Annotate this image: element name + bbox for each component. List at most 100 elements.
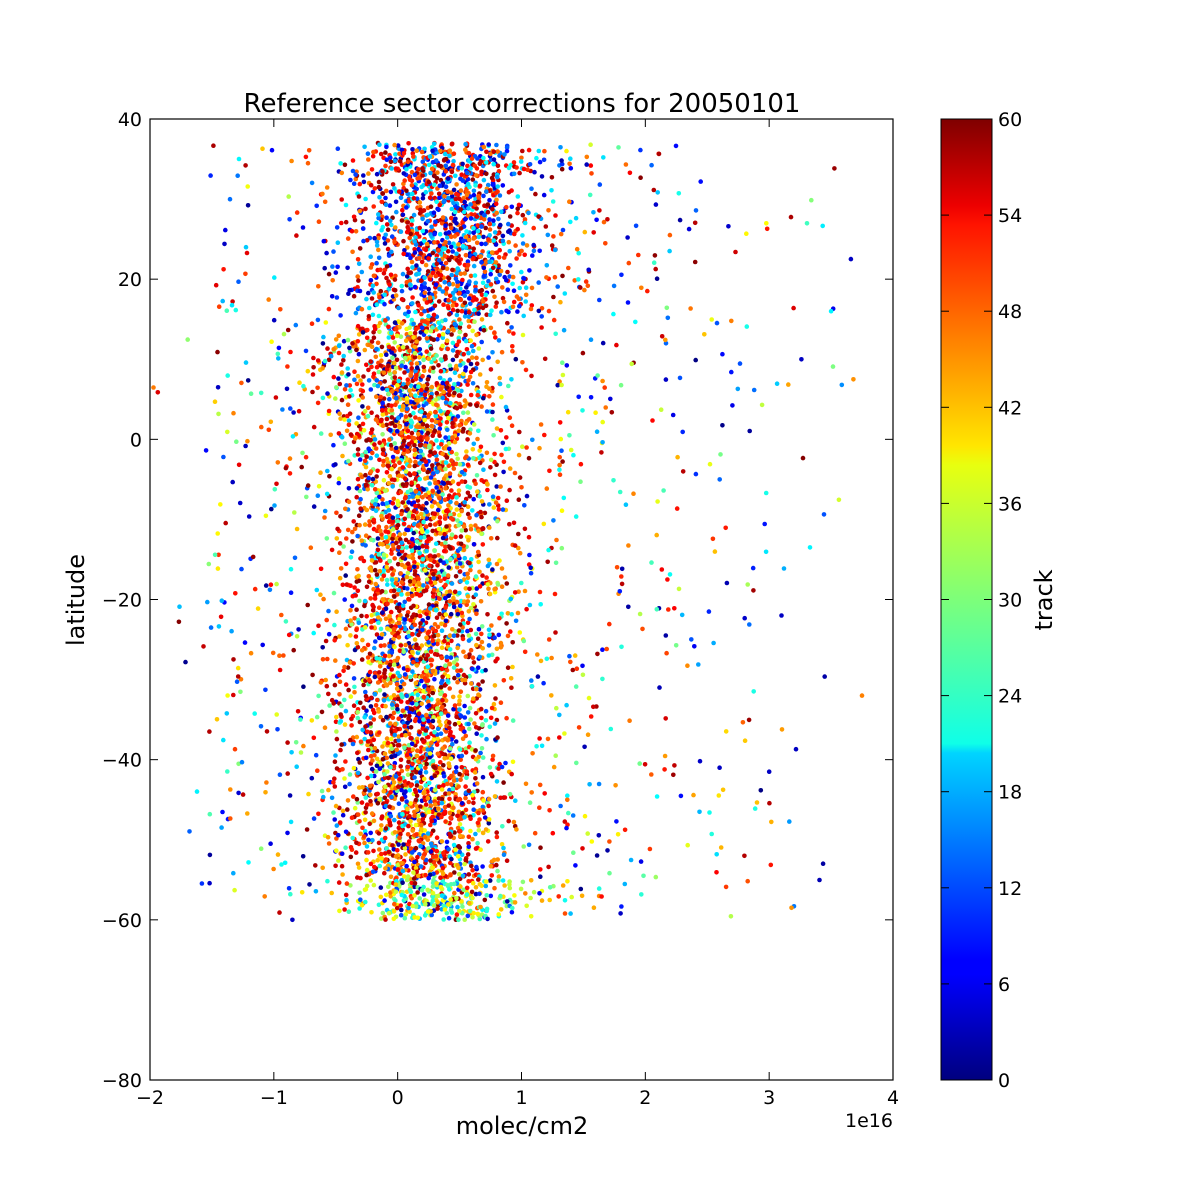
data-point xyxy=(537,248,542,254)
data-point xyxy=(509,909,515,915)
data-point xyxy=(332,784,338,789)
data-point xyxy=(458,777,463,782)
data-point xyxy=(354,579,360,584)
data-point xyxy=(386,884,391,890)
data-point xyxy=(470,508,475,513)
data-point xyxy=(497,375,503,381)
data-point xyxy=(452,675,457,681)
data-point xyxy=(583,279,589,284)
data-point xyxy=(371,848,376,854)
data-point xyxy=(362,840,367,846)
data-point xyxy=(446,195,451,201)
data-point xyxy=(344,881,350,886)
data-point xyxy=(477,916,483,922)
data-point xyxy=(392,142,397,148)
data-point xyxy=(283,619,289,624)
data-point xyxy=(331,249,336,254)
data-point xyxy=(433,541,439,546)
data-point xyxy=(496,874,502,879)
data-point xyxy=(389,667,395,672)
data-point xyxy=(443,710,448,715)
data-point xyxy=(339,742,345,747)
data-point xyxy=(486,355,491,360)
data-point xyxy=(449,206,455,212)
data-point xyxy=(457,698,462,704)
data-point xyxy=(439,839,445,844)
data-point xyxy=(394,357,400,363)
data-point xyxy=(435,337,440,342)
data-point xyxy=(428,822,433,828)
data-point xyxy=(409,222,414,227)
data-point xyxy=(379,535,385,541)
data-point xyxy=(470,381,476,386)
data-point xyxy=(463,332,468,338)
data-point xyxy=(465,628,470,634)
data-point xyxy=(366,574,372,579)
data-point xyxy=(465,852,471,857)
data-point xyxy=(333,337,339,342)
data-point xyxy=(412,344,418,350)
data-point xyxy=(399,218,405,223)
data-point xyxy=(524,445,529,450)
data-point xyxy=(439,680,444,686)
data-point xyxy=(469,355,475,360)
data-point xyxy=(377,660,383,666)
data-point xyxy=(511,520,517,526)
data-point xyxy=(288,891,293,897)
data-point xyxy=(427,299,433,304)
data-point xyxy=(371,335,377,341)
data-point xyxy=(310,389,315,395)
data-point xyxy=(410,147,415,152)
data-point xyxy=(356,573,361,579)
data-point xyxy=(496,766,501,771)
data-point xyxy=(362,714,368,720)
data-point xyxy=(449,215,454,221)
data-point xyxy=(417,609,423,614)
data-point xyxy=(414,793,420,798)
data-point xyxy=(499,452,504,458)
data-point xyxy=(310,672,315,678)
data-point xyxy=(389,350,395,355)
data-point xyxy=(522,252,527,258)
data-point xyxy=(398,757,404,763)
data-point xyxy=(227,196,233,202)
data-point xyxy=(355,257,361,262)
data-point xyxy=(355,274,361,279)
data-point xyxy=(336,880,342,885)
data-point xyxy=(637,611,643,617)
data-point xyxy=(384,736,390,741)
data-point xyxy=(461,649,466,655)
data-point xyxy=(383,163,388,169)
data-point xyxy=(655,190,660,195)
data-point xyxy=(373,354,379,360)
data-point xyxy=(422,275,427,281)
data-point xyxy=(468,301,473,307)
data-point xyxy=(382,379,388,384)
data-point xyxy=(417,839,422,844)
data-point xyxy=(391,380,397,386)
data-point xyxy=(301,743,306,749)
data-point xyxy=(201,644,206,649)
data-point xyxy=(397,151,402,157)
data-point xyxy=(554,705,559,711)
data-point xyxy=(536,148,542,154)
data-point xyxy=(505,320,510,326)
data-point xyxy=(588,163,594,168)
data-point xyxy=(326,271,332,277)
data-point xyxy=(449,458,454,463)
data-point xyxy=(404,799,409,804)
data-point xyxy=(560,883,566,888)
data-point xyxy=(268,419,274,425)
data-point xyxy=(538,658,544,664)
data-point xyxy=(410,494,416,499)
data-point xyxy=(560,459,565,464)
data-point xyxy=(450,424,456,430)
data-point xyxy=(396,716,402,721)
data-point xyxy=(442,693,448,698)
data-point xyxy=(423,872,428,878)
data-point xyxy=(726,224,731,229)
data-point xyxy=(494,830,500,835)
data-point xyxy=(329,547,335,553)
data-point xyxy=(578,285,583,290)
data-point xyxy=(501,852,507,857)
